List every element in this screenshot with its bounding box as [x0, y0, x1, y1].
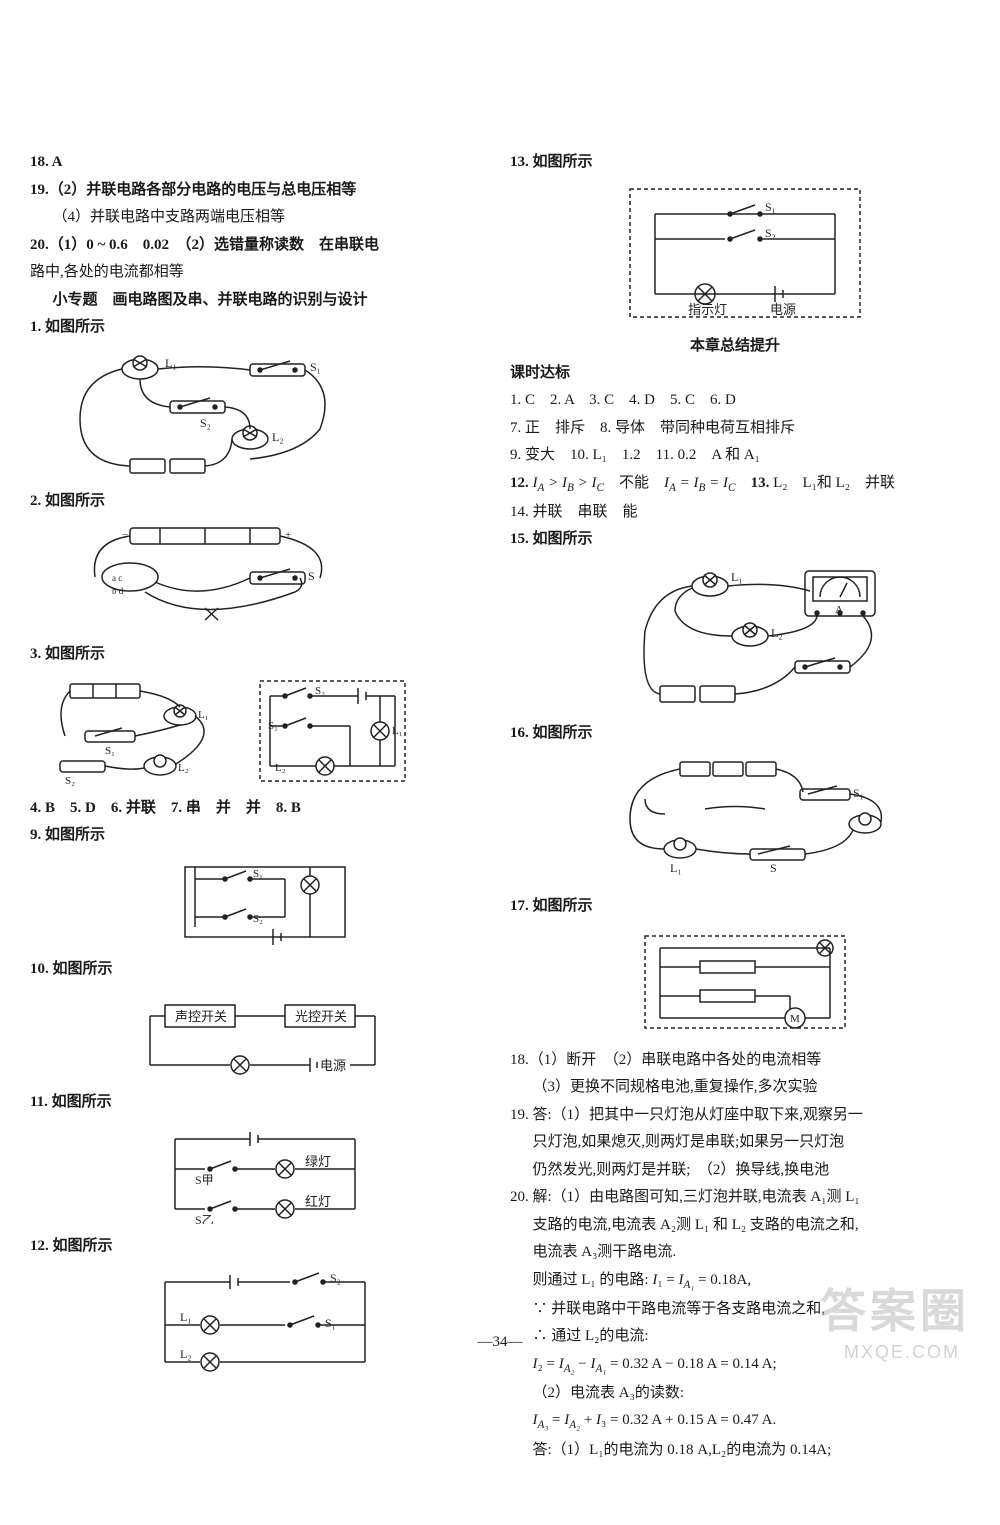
- svg-text:S甲: S甲: [195, 1173, 214, 1187]
- q11-label: 11. 如图所示: [30, 1090, 480, 1116]
- svg-text:电源: 电源: [770, 302, 796, 317]
- q10-label: 10. 如图所示: [30, 957, 480, 983]
- figure-2: − + a c b d S: [50, 522, 480, 632]
- svg-text:S₁: S₁: [853, 786, 864, 800]
- figure-3: L₁ S₁ S₂ L₂: [50, 676, 480, 786]
- svg-text:S₂: S₂: [65, 775, 75, 786]
- q12-label: 12. 如图所示: [30, 1234, 480, 1260]
- q3-label: 3. 如图所示: [30, 642, 480, 668]
- watermark-main: 答案圈: [820, 1275, 970, 1341]
- r12-13: 12. IA > IB > IC 不能 IA = IB = IC 13. L₂ …: [510, 471, 960, 498]
- watermark-url: MXQE.COM: [844, 1342, 960, 1363]
- r18a: 18.（1）断开 （2）串联电路中各处的电流相等: [510, 1048, 960, 1074]
- svg-text:−: −: [122, 529, 128, 541]
- svg-text:S₂: S₂: [330, 1271, 341, 1285]
- right-column: 13. 如图所示 S₁ S₂: [510, 150, 960, 1465]
- q20-line2: 路中,各处的电流都相等: [30, 260, 480, 286]
- svg-text:红灯: 红灯: [305, 1194, 331, 1209]
- svg-text:L₁: L₁: [731, 570, 743, 584]
- svg-text:L₁: L₁: [198, 709, 209, 721]
- svg-text:a c: a c: [112, 573, 122, 583]
- figure-16: S₁ L₁ S: [530, 754, 960, 884]
- figure-9: S₁ S₂: [50, 857, 480, 947]
- svg-text:b d: b d: [112, 586, 124, 596]
- figure-10: 声控开关 光控开关 电源: [50, 990, 480, 1080]
- light-switch-label: 光控开关: [295, 1009, 347, 1024]
- svg-text:S₁: S₁: [325, 1316, 336, 1330]
- r20j: 答:（1）L₁的电流为 0.18 A,L₂的电流为 0.14A;: [510, 1438, 960, 1464]
- svg-text:S₁: S₁: [253, 868, 263, 880]
- r7-8: 7. 正 排斥 8. 导体 带同种电荷互相排斥: [510, 416, 960, 442]
- svg-text:S₂: S₂: [315, 685, 325, 697]
- svg-text:L₂: L₂: [275, 762, 286, 774]
- figure-13: S₁ S₂ 指示灯 电源: [530, 184, 960, 324]
- r19c: 仍然发光,则两灯是并联; （2）换导线,换电池: [510, 1158, 960, 1184]
- r1-6: 1. C 2. A 3. C 4. D 5. C 6. D: [510, 388, 960, 414]
- chapter-title: 本章总结提升: [510, 334, 960, 355]
- q13-label: 13. 如图所示: [510, 150, 960, 176]
- q9-label: 9. 如图所示: [30, 823, 480, 849]
- r18b: （3）更换不同规格电池,重复操作,多次实验: [510, 1075, 960, 1101]
- svg-text:L₁: L₁: [670, 861, 682, 875]
- r20h: （2）电流表 A₃的读数:: [510, 1381, 960, 1407]
- q2-label: 2. 如图所示: [30, 489, 480, 515]
- figure-12: S₂ L₁ S₁ L₂: [50, 1267, 480, 1377]
- svg-text:指示灯: 指示灯: [688, 302, 727, 317]
- q1-label: 1. 如图所示: [30, 315, 480, 341]
- svg-text:S₁: S₁: [105, 745, 115, 757]
- svg-text:L₂: L₂: [272, 430, 284, 444]
- figure-17: M: [530, 928, 960, 1038]
- q19-line2: （4）并联电路中支路两端电压相等: [30, 205, 480, 231]
- svg-text:绿灯: 绿灯: [305, 1154, 331, 1169]
- svg-text:L₁: L₁: [392, 725, 403, 737]
- svg-text:L₂: L₂: [178, 762, 189, 774]
- svg-text:S: S: [308, 569, 315, 583]
- svg-text:S₁: S₁: [765, 200, 776, 214]
- r9-11: 9. 变大 10. L₁ 1.2 11. 0.2 A 和 A₁: [510, 443, 960, 469]
- q19-line1: 19.（2）并联电路各部分电路的电压与总电压相等: [30, 178, 480, 204]
- svg-text:L₁: L₁: [180, 1310, 192, 1324]
- q18: 18. A: [30, 150, 480, 176]
- svg-text:S₁: S₁: [310, 360, 321, 374]
- figure-11: S甲 绿灯 S乙 红灯: [50, 1124, 480, 1224]
- r20a: 20. 解:（1）由电路图可知,三灯泡并联,电流表 A₁测 L₁: [510, 1185, 960, 1211]
- q16-label: 16. 如图所示: [510, 721, 960, 747]
- svg-text:S₂: S₂: [765, 226, 776, 240]
- left-column: 18. A 19.（2）并联电路各部分电路的电压与总电压相等 （4）并联电路中支…: [30, 150, 480, 1465]
- figure-15: L₁ A L₂: [530, 561, 960, 711]
- svg-text:S₂: S₂: [200, 416, 211, 430]
- r19b: 只灯泡,如果熄灭,则两灯是串联;如果另一只灯泡: [510, 1130, 960, 1156]
- svg-text:M: M: [790, 1013, 800, 1025]
- power-label: 电源: [320, 1058, 346, 1073]
- q17-label: 17. 如图所示: [510, 894, 960, 920]
- sound-switch-label: 声控开关: [175, 1009, 227, 1024]
- svg-text:S₂: S₂: [253, 913, 263, 925]
- q20-line1: 20.（1）0 ~ 0.6 0.02 （2）选错量称读数 在串联电: [30, 233, 480, 259]
- r19a: 19. 答:（1）把其中一只灯泡从灯座中取下来,观察另一: [510, 1103, 960, 1129]
- q15-label: 15. 如图所示: [510, 527, 960, 553]
- r20b: 支路的电流,电流表 A₂测 L₁ 和 L₂ 支路的电流之和,: [510, 1213, 960, 1239]
- svg-text:L₂: L₂: [771, 626, 783, 640]
- r14: 14. 并联 串联 能: [510, 500, 960, 526]
- r20i: IA₃ = IA₂ + I₃ = 0.32 A + 0.15 A = 0.47 …: [510, 1408, 960, 1435]
- r20c: 电流表 A₃测干路电流.: [510, 1240, 960, 1266]
- keshi-title: 课时达标: [510, 361, 960, 387]
- q4-8: 4. B 5. D 6. 并联 7. 串 并 并 8. B: [30, 796, 480, 822]
- figure-1: L₁ S₁ L₂: [50, 349, 480, 479]
- svg-text:S乙: S乙: [195, 1213, 214, 1224]
- svg-text:S: S: [770, 861, 777, 875]
- subsection-title: 小专题 画电路图及串、并联电路的识别与设计: [30, 288, 480, 314]
